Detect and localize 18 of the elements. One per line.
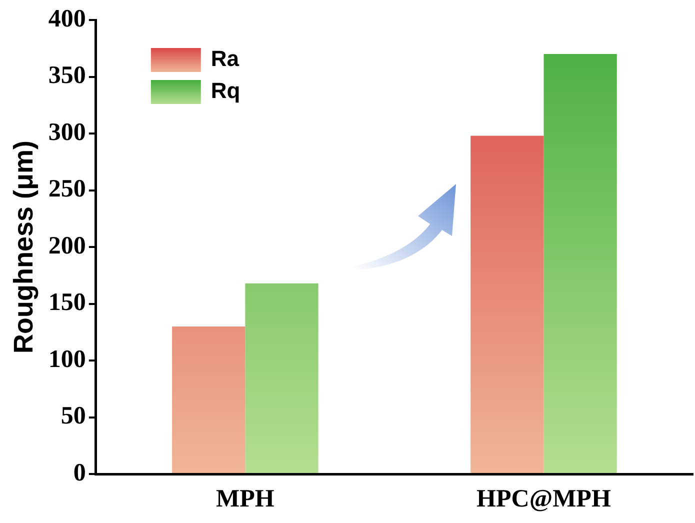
y-tick-label: 150 bbox=[48, 289, 86, 316]
x-tick-label: HPC@MPH bbox=[476, 485, 612, 512]
y-tick-label: 400 bbox=[48, 5, 86, 32]
bar bbox=[544, 54, 617, 473]
bar bbox=[245, 283, 318, 473]
y-tick-label: 250 bbox=[48, 176, 86, 203]
y-tick-label: 50 bbox=[60, 402, 86, 430]
x-tick-label: MPH bbox=[216, 485, 275, 512]
bar bbox=[470, 136, 544, 473]
y-axis-title: Roughness (μm) bbox=[8, 140, 39, 354]
y-tick-label: 350 bbox=[48, 62, 86, 90]
y-tick-label: 100 bbox=[48, 346, 86, 373]
bar bbox=[172, 326, 246, 473]
legend-label: Rq bbox=[210, 78, 240, 104]
y-tick-label: 0 bbox=[73, 459, 86, 486]
legend-label: Ra bbox=[210, 46, 240, 72]
y-tick-label: 200 bbox=[48, 232, 86, 260]
y-tick-label: 300 bbox=[48, 118, 86, 146]
